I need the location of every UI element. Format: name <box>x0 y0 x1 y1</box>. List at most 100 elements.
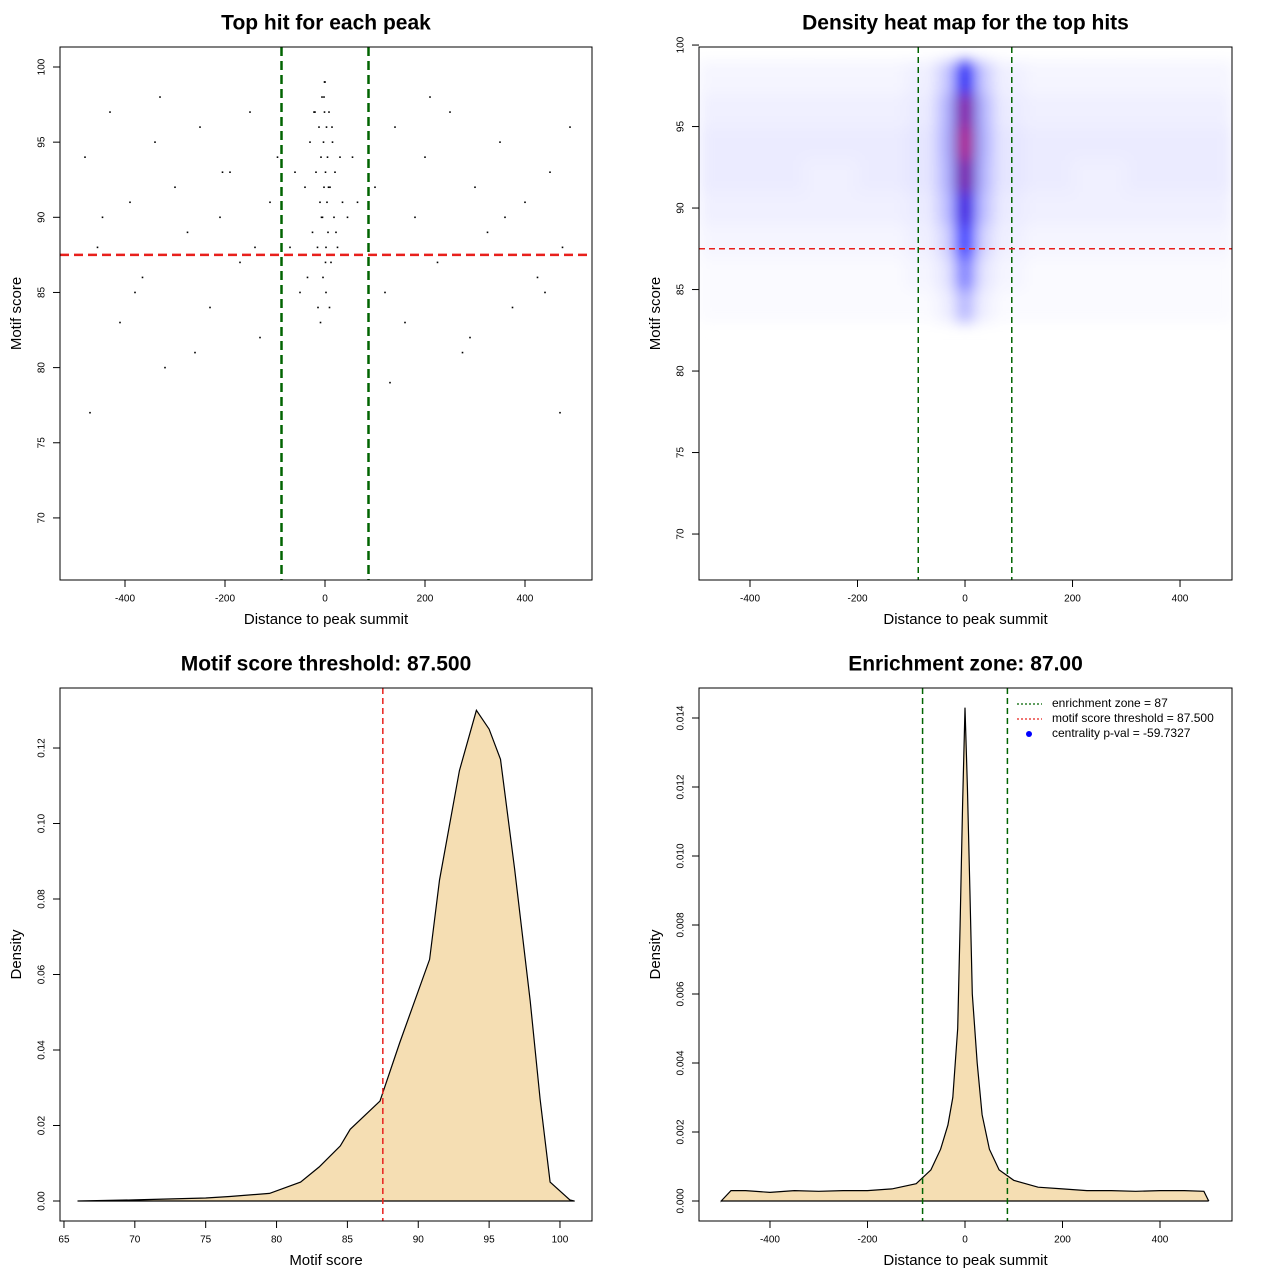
heat-cell <box>967 224 977 258</box>
y-tick-label: 0.02 <box>37 1115 48 1135</box>
point <box>389 381 391 384</box>
point <box>424 156 426 158</box>
point <box>96 246 99 249</box>
heat-cell <box>904 159 938 193</box>
heat-cell <box>1126 256 1181 291</box>
heat-cell <box>750 61 805 95</box>
point <box>141 276 144 279</box>
point <box>328 306 331 309</box>
heat-cell <box>699 126 751 160</box>
heat-cell <box>803 93 859 128</box>
point <box>356 201 359 204</box>
heat-cell <box>967 289 977 323</box>
heat-cell <box>936 126 955 160</box>
point <box>259 336 261 339</box>
panel: -400 -200 0 200 400 0.000 0.002 0.004 0.006 0.008… <box>647 653 1233 1269</box>
point <box>326 201 328 204</box>
x-axis-title: Motif score <box>289 1252 362 1269</box>
point <box>327 231 329 234</box>
point <box>327 186 330 189</box>
point <box>339 156 341 158</box>
heat-cell <box>1025 93 1074 128</box>
x-tick-label: 90 <box>413 1235 425 1246</box>
point <box>323 96 325 98</box>
point <box>335 231 337 234</box>
y-tick-label: 0.006 <box>676 981 687 1006</box>
y-tick-label: 0.008 <box>676 912 687 937</box>
heat-cell <box>993 61 1026 95</box>
point <box>219 216 221 219</box>
point <box>504 216 506 219</box>
point <box>323 111 326 113</box>
y-tick-label: 80 <box>37 362 48 374</box>
heat-cell <box>1025 159 1074 193</box>
y-tick-label: 0.014 <box>676 705 687 730</box>
x-tick-label: 70 <box>129 1235 141 1246</box>
y-tick-label: 80 <box>676 365 687 377</box>
point <box>306 276 309 279</box>
heat-cell <box>1126 126 1181 160</box>
heat-cell <box>904 224 938 258</box>
point <box>159 96 161 98</box>
heat-cell <box>1126 159 1181 193</box>
plot-frame <box>698 687 1233 1222</box>
point <box>404 321 406 324</box>
x-tick-label: 85 <box>342 1235 354 1246</box>
heat-cell <box>967 159 977 193</box>
point <box>315 171 317 174</box>
x-axis-title: Distance to peak summit <box>883 1252 1048 1269</box>
y-tick-label: 95 <box>37 136 48 148</box>
point <box>194 351 196 354</box>
point <box>318 126 320 128</box>
x-tick-label: 200 <box>1054 1235 1071 1246</box>
heat-cell <box>962 191 969 225</box>
point <box>341 201 344 204</box>
heat-cell <box>1180 191 1232 225</box>
point <box>89 411 91 414</box>
point <box>351 156 354 158</box>
point <box>239 261 241 264</box>
plot-frame <box>59 687 593 1222</box>
point <box>325 126 328 128</box>
heat-cell <box>975 93 994 128</box>
point <box>249 111 251 113</box>
point <box>544 291 546 294</box>
legend-label: enrichment zone = 87 <box>1052 696 1168 710</box>
y-tick-label: 0.12 <box>37 738 48 758</box>
heat-cell <box>1126 289 1181 323</box>
heat-cell <box>1180 61 1232 95</box>
heat-cell <box>699 93 751 128</box>
point <box>164 366 166 369</box>
heat-cell <box>857 159 906 193</box>
point <box>333 216 335 219</box>
heat-cell <box>904 289 938 323</box>
heat-cell <box>993 256 1026 291</box>
x-tick-label: 400 <box>1172 594 1189 605</box>
legend-label: centrality p-val = -59.7327 <box>1052 726 1191 740</box>
heat-cell <box>803 191 859 225</box>
point <box>461 351 464 354</box>
y-tick-label: 85 <box>676 284 687 296</box>
heat-cell <box>803 61 859 95</box>
point <box>311 231 314 234</box>
heat-cell <box>750 256 805 291</box>
point <box>317 306 319 309</box>
point <box>524 201 526 204</box>
heat-cell <box>975 191 994 225</box>
point <box>321 216 324 219</box>
point <box>536 276 539 279</box>
heat-cell <box>1072 256 1127 291</box>
point <box>276 156 279 158</box>
heat-cell <box>1025 289 1074 323</box>
point <box>229 171 231 174</box>
point <box>199 126 201 128</box>
y-tick-label: 0.00 <box>37 1191 48 1211</box>
heat-cell <box>1180 256 1232 291</box>
point <box>134 291 136 294</box>
heat-cell <box>857 126 906 160</box>
point <box>221 171 224 174</box>
point <box>299 291 301 294</box>
heat-cell <box>1072 126 1127 160</box>
point <box>331 141 334 143</box>
heat-cell <box>803 126 859 160</box>
